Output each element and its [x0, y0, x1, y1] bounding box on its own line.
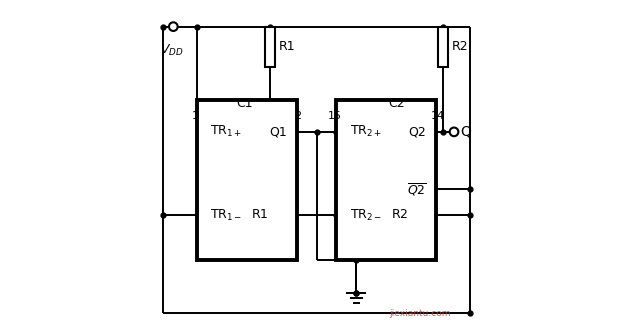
Text: 14: 14	[431, 111, 445, 121]
Text: Q1: Q1	[269, 125, 287, 139]
Text: TR$_{2+}$: TR$_{2+}$	[350, 124, 382, 140]
Text: TR$_{2-}$  R2: TR$_{2-}$ R2	[350, 207, 408, 222]
Text: Q2: Q2	[409, 125, 427, 139]
Text: TR$_{1+}$: TR$_{1+}$	[210, 124, 242, 140]
Text: C1: C1	[237, 97, 253, 110]
Text: 2: 2	[294, 111, 302, 121]
Text: R1: R1	[279, 40, 295, 53]
Text: 1: 1	[191, 111, 199, 121]
Circle shape	[449, 128, 458, 136]
Text: $V_{DD}$: $V_{DD}$	[160, 43, 184, 58]
Bar	[197, 100, 296, 260]
Bar	[437, 27, 448, 67]
Circle shape	[169, 22, 178, 31]
Text: jiexiantu.com: jiexiantu.com	[389, 308, 451, 318]
Text: Q: Q	[460, 125, 471, 139]
Bar	[337, 100, 436, 260]
Text: R2: R2	[452, 40, 468, 53]
Text: TR$_{1-}$  R1: TR$_{1-}$ R1	[210, 207, 268, 222]
Text: C2: C2	[388, 97, 404, 110]
Text: $\overline{Q2}$: $\overline{Q2}$	[406, 181, 427, 198]
Bar	[265, 27, 275, 67]
Text: 15: 15	[328, 111, 342, 121]
